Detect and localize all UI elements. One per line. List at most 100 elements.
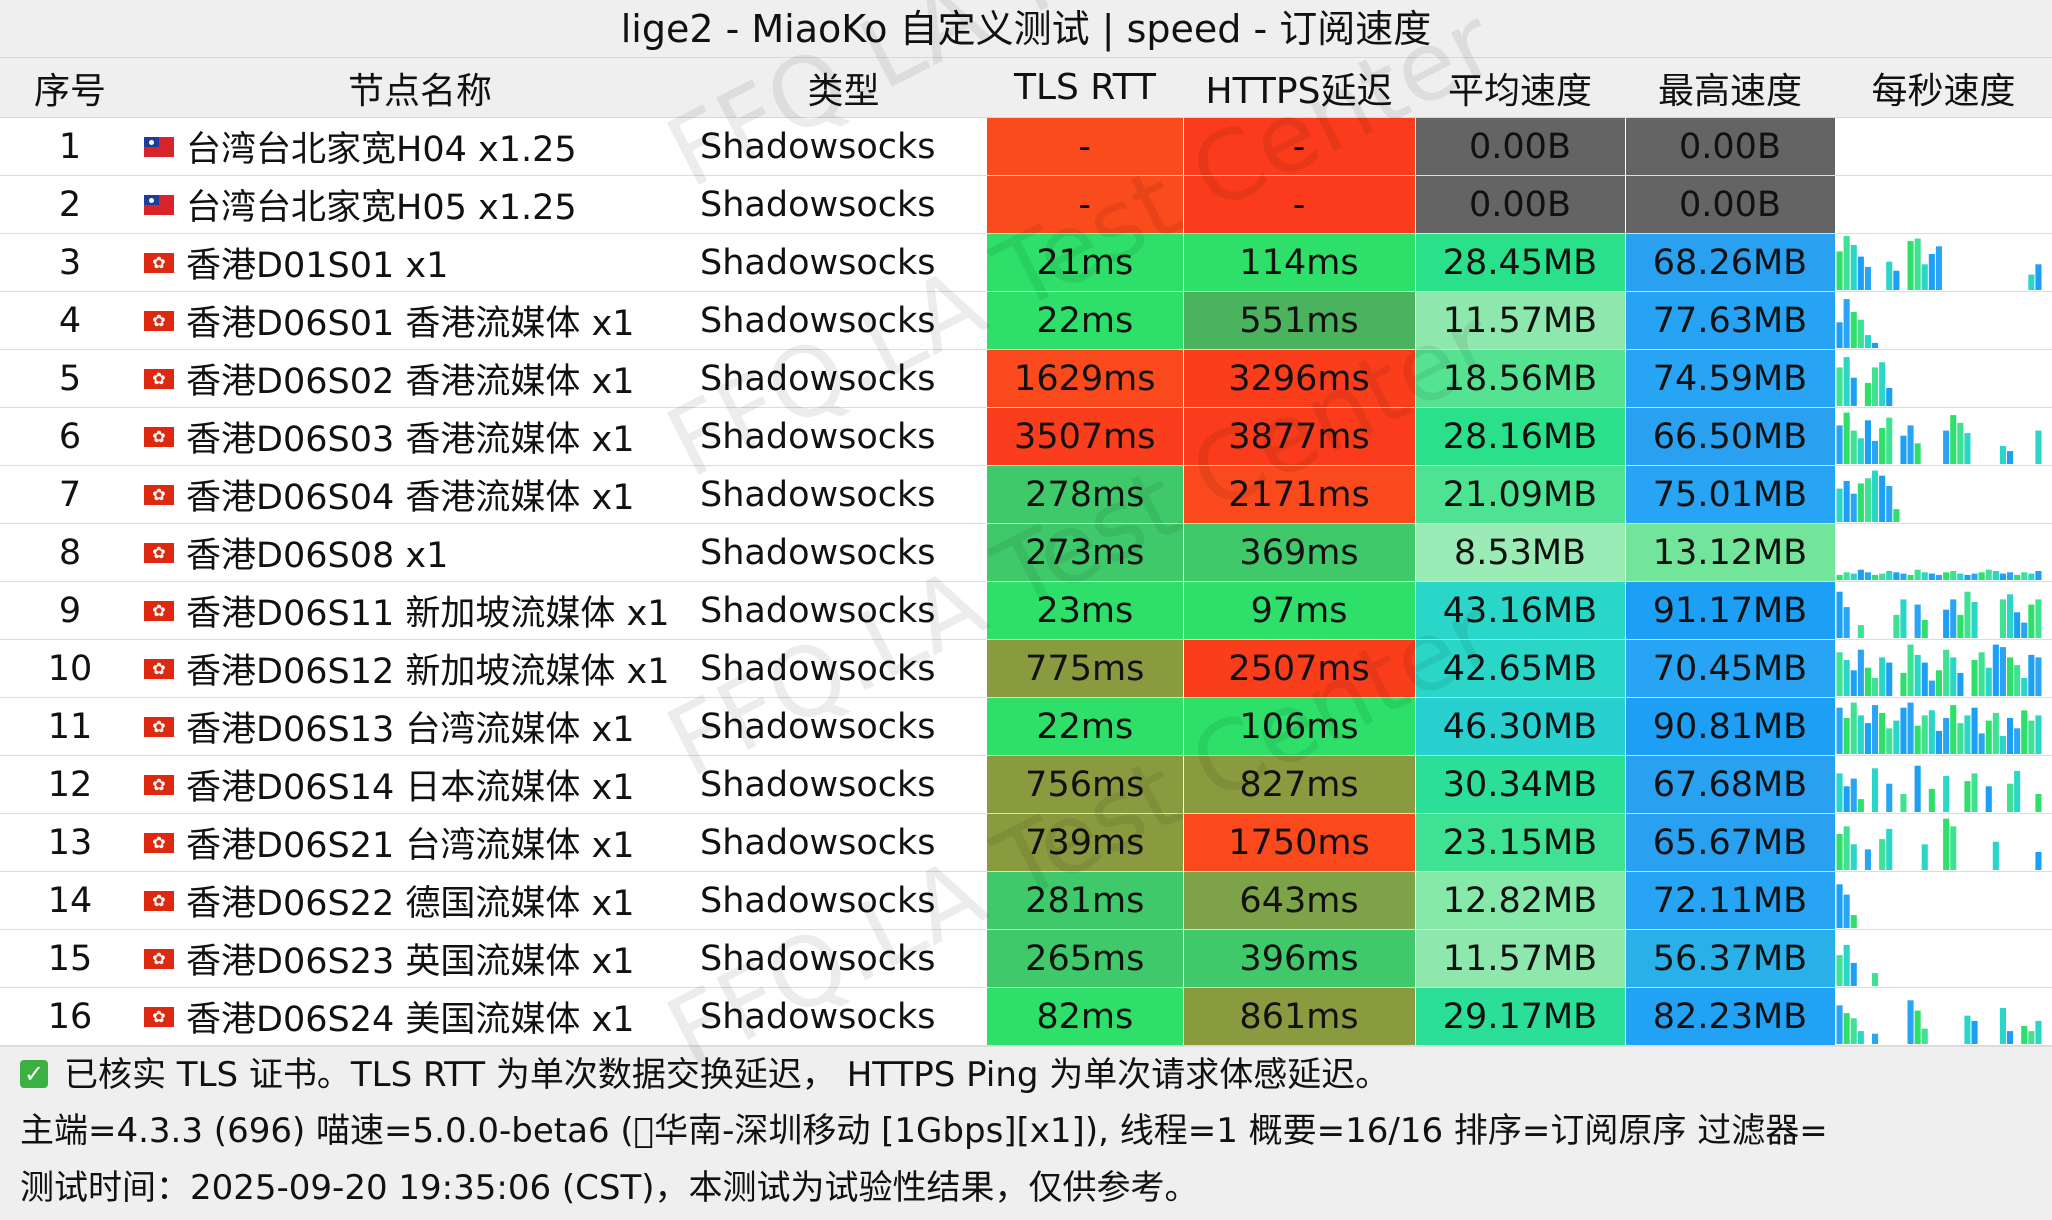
speed-sparkline xyxy=(1836,818,2041,870)
speed-bar xyxy=(1871,677,1878,696)
speed-bar xyxy=(1836,321,1843,348)
speed-bar xyxy=(1949,570,1956,580)
speed-bar xyxy=(2013,574,2020,580)
node-name-cell: 香港D06S11 新加坡流媒体 x1 xyxy=(140,581,700,640)
speed-bar xyxy=(1985,569,1992,580)
speed-bar xyxy=(1921,662,1928,696)
https-latency-cell: 861ms xyxy=(1183,987,1416,1046)
speed-bar xyxy=(1878,838,1885,870)
https-latency-cell: 97ms xyxy=(1183,581,1416,640)
speed-sparkline xyxy=(1836,356,1892,406)
speed-bar xyxy=(1843,717,1850,754)
row-index: 1 xyxy=(0,117,140,176)
per-second-speed-chart xyxy=(1835,407,2052,466)
speed-bar xyxy=(1935,730,1942,754)
speed-bar xyxy=(1871,574,1878,580)
speed-bar xyxy=(2027,720,2034,754)
speed-bar xyxy=(1956,614,1963,638)
speed-bar xyxy=(1871,440,1878,464)
row-index: 9 xyxy=(0,581,140,640)
speed-bar xyxy=(1850,311,1857,348)
node-type: Shadowsocks xyxy=(700,581,987,640)
speed-bar xyxy=(1971,659,1978,696)
table-row: 3 香港D01S01 x1 Shadowsocks21ms114ms28.45MB6… xyxy=(0,233,2052,292)
speed-bar xyxy=(1843,785,1850,812)
speed-bar xyxy=(1871,1033,1878,1044)
speed-bar xyxy=(1857,1030,1864,1044)
table-row: 11 香港D06S13 台湾流媒体 x1 Shadowsocks22ms106ms4… xyxy=(0,697,2052,756)
speed-bar xyxy=(2034,263,2041,290)
speed-bar xyxy=(2006,450,2013,464)
table-row: 12 香港D06S14 日本流媒体 x1 Shadowsocks756ms827ms… xyxy=(0,755,2052,814)
max-speed-cell: 77.63MB xyxy=(1625,291,1836,350)
speed-bar xyxy=(1992,712,1999,754)
header-max-speed: 最高速度 xyxy=(1625,58,1835,118)
https-latency-cell: 114ms xyxy=(1183,233,1416,292)
https-latency-cell: 551ms xyxy=(1183,291,1416,350)
speed-sparkline xyxy=(1836,298,1878,348)
speed-bar xyxy=(1871,470,1878,522)
speed-bar xyxy=(1907,644,1914,696)
checkbox-checked-icon: ✓ xyxy=(20,1059,48,1088)
max-speed-cell: 68.26MB xyxy=(1625,233,1836,292)
header-type: 类型 xyxy=(700,58,987,118)
speed-bar xyxy=(1971,1020,1978,1044)
speed-bar xyxy=(2034,793,2041,812)
table-body: 1 台湾台北家宽H04 x1.25 Shadowsocks - -0.00B 0.00B 2… xyxy=(0,117,2052,1046)
per-second-speed-chart xyxy=(1835,929,2052,988)
speed-bar xyxy=(1899,672,1906,696)
https-latency-cell: 2171ms xyxy=(1183,465,1416,524)
max-speed-cell: 72.11MB xyxy=(1625,871,1836,930)
node-type: Shadowsocks xyxy=(700,175,987,234)
header-tls-rtt: TLS RTT xyxy=(987,58,1183,118)
node-name: 香港D06S23 英国流媒体 x1 xyxy=(186,942,635,982)
speed-bar xyxy=(1942,649,1949,696)
node-name-cell: 香港D06S12 新加坡流媒体 x1 xyxy=(140,639,700,698)
speed-bar xyxy=(1836,954,1843,986)
speed-bar xyxy=(1963,1015,1970,1044)
speed-bar xyxy=(1850,962,1857,986)
speed-bar xyxy=(1843,1012,1850,1044)
node-type: Shadowsocks xyxy=(700,929,987,988)
speed-bar xyxy=(1864,571,1871,580)
tls-rtt-cell: 22ms xyxy=(987,291,1184,350)
row-index: 5 xyxy=(0,349,140,408)
row-index: 2 xyxy=(0,175,140,234)
speed-bar xyxy=(1899,598,1906,638)
speed-bar xyxy=(2027,654,2034,696)
speed-bar xyxy=(1843,356,1850,406)
per-second-speed-chart xyxy=(1835,175,2052,234)
row-index: 10 xyxy=(0,639,140,698)
speed-bar xyxy=(1914,442,1921,464)
node-name: 台湾台北家宽H04 x1.25 xyxy=(186,130,577,170)
speed-bar xyxy=(1850,573,1857,580)
speed-bar xyxy=(2006,593,2013,638)
speed-bar xyxy=(1914,654,1921,696)
node-name: 香港D06S02 香港流媒体 x1 xyxy=(186,362,635,402)
speed-bar xyxy=(1864,266,1871,290)
speed-bar xyxy=(1999,573,2006,580)
per-second-speed-chart xyxy=(1835,987,2052,1046)
speed-bar xyxy=(1857,437,1864,464)
speed-bar xyxy=(1843,412,1850,464)
node-name: 香港D01S01 x1 xyxy=(186,246,449,286)
hong-kong-flag-icon xyxy=(144,541,174,565)
speed-bar xyxy=(2027,573,2034,580)
node-name-cell: 香港D06S13 台湾流媒体 x1 xyxy=(140,697,700,756)
speed-bar xyxy=(1899,435,1906,464)
per-second-speed-chart xyxy=(1835,349,2052,408)
speed-bar xyxy=(1843,480,1850,522)
node-name-cell: 香港D06S03 香港流媒体 x1 xyxy=(140,407,700,466)
speed-bar xyxy=(1971,601,1978,638)
speed-bar xyxy=(1878,427,1885,464)
speed-bar xyxy=(1963,591,1970,638)
per-second-speed-chart xyxy=(1835,523,2052,582)
speed-bar xyxy=(1885,727,1892,754)
speed-bar xyxy=(1871,704,1878,754)
table-row: 9 香港D06S11 新加坡流媒体 x1 Shadowsocks23ms97ms43… xyxy=(0,581,2052,640)
speed-bar xyxy=(1985,667,1992,696)
speed-bar xyxy=(1921,714,1928,754)
speed-bar xyxy=(1978,651,1985,696)
speed-bar xyxy=(1956,573,1963,580)
max-speed-cell: 13.12MB xyxy=(1625,523,1836,582)
